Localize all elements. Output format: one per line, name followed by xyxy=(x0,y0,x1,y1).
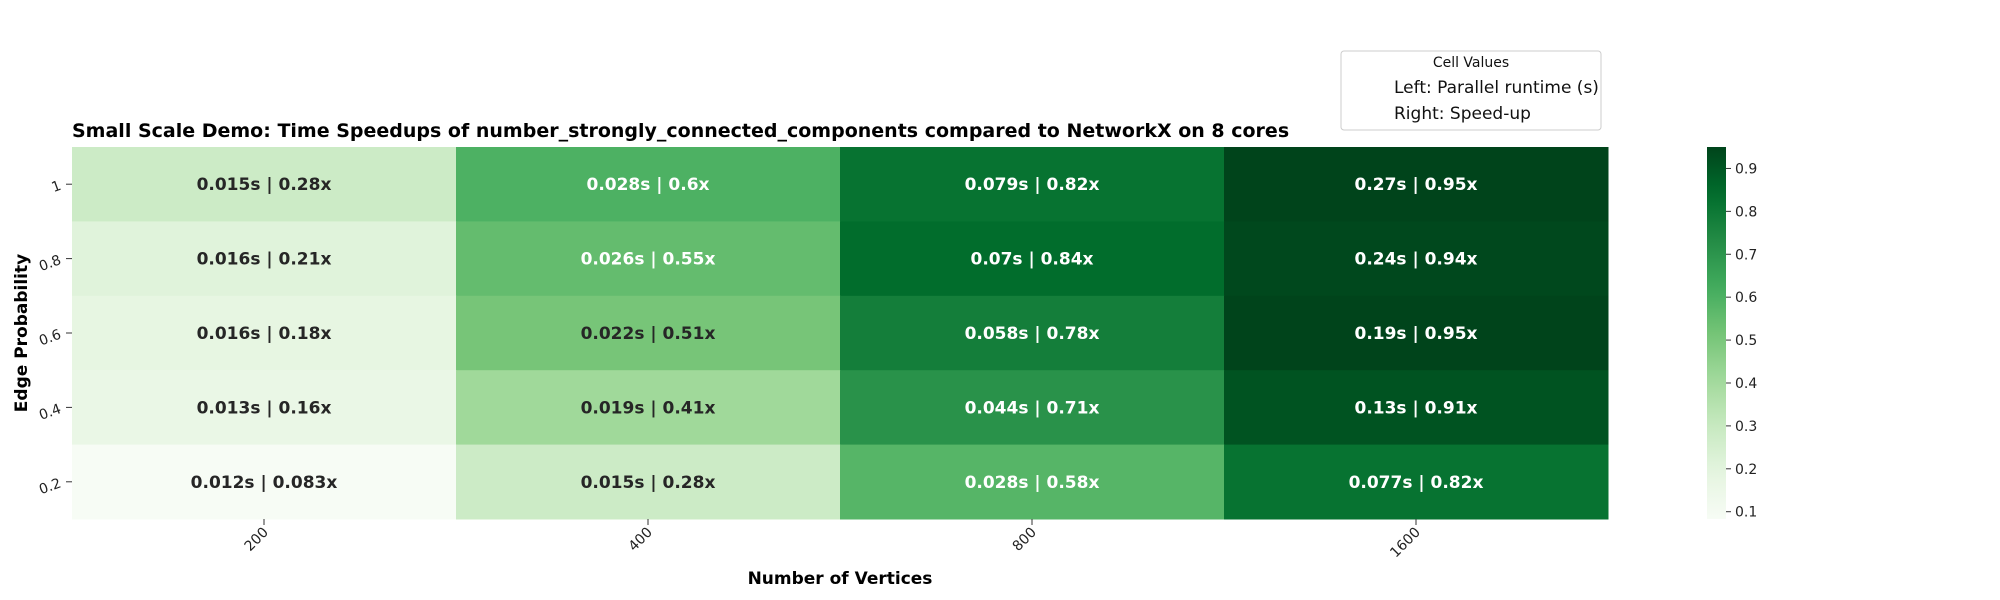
heatmap-cell-r0-c3 xyxy=(1224,147,1609,222)
heatmap-cell-r4-c1 xyxy=(456,444,841,520)
legend-box xyxy=(1340,50,1602,131)
heatmap-cell-r2-c0 xyxy=(72,295,457,371)
x-tick-label-3: 1600 xyxy=(1387,525,1424,562)
heatmap-cell-r4-c2 xyxy=(840,444,1225,520)
heatmap-cell-r2-c2 xyxy=(840,295,1225,371)
colorbar-tick-label-0: 0.1 xyxy=(1735,505,1757,521)
x-tick-label-2: 800 xyxy=(1010,525,1040,555)
colorbar-tick-label-3: 0.4 xyxy=(1735,376,1757,392)
colorbar-tick-label-4: 0.5 xyxy=(1735,333,1757,349)
heatmap-cell-r4-c0 xyxy=(72,444,457,520)
colorbar-tick-label-8: 0.9 xyxy=(1735,161,1757,177)
heatmap-cell-r1-c1 xyxy=(456,221,841,297)
heatmap-cell-label-r0-c0: 0.015s | 0.28x xyxy=(197,175,332,195)
heatmap-cell-r3-c2 xyxy=(840,370,1225,446)
colorbar-tick-label-2: 0.3 xyxy=(1735,419,1757,435)
colorbar-tick-label-5: 0.6 xyxy=(1735,290,1757,306)
heatmap-cell-label-r2-c3: 0.19s | 0.95x xyxy=(1354,324,1477,344)
y-tick-label-2: 0.6 xyxy=(37,327,63,350)
heatmap-cell-r1-c3 xyxy=(1224,221,1609,297)
heatmap-cell-label-r3-c3: 0.13s | 0.91x xyxy=(1354,398,1477,418)
heatmap-cell-label-r4-c2: 0.028s | 0.58x xyxy=(965,473,1100,493)
x-axis-ticks: 200 400 800 1600 xyxy=(242,519,1424,561)
y-tick-label-4: 0.2 xyxy=(37,476,63,499)
heatmap-cell-label-r1-c1: 0.026s | 0.55x xyxy=(581,250,716,270)
heatmap-cell-r1-c0 xyxy=(72,221,457,297)
heatmap-cell-r3-c0 xyxy=(72,370,457,446)
heatmap-cell-label-r3-c0: 0.013s | 0.16x xyxy=(197,398,332,418)
heatmap-cell-label-r0-c2: 0.079s | 0.82x xyxy=(965,175,1100,195)
heatmap-cell-label-r4-c0: 0.012s | 0.083x xyxy=(191,473,338,493)
heatmap-cell-labels: 0.015s | 0.28x 0.028s | 0.6x 0.079s | 0.82… xyxy=(191,175,1484,493)
heatmap-cell-label-r1-c0: 0.016s | 0.21x xyxy=(197,250,332,270)
heatmap-cell-r0-c0 xyxy=(72,147,457,222)
legend-item-left: Left: Parallel runtime (s) xyxy=(1394,78,1599,98)
y-tick-label-1: 0.8 xyxy=(37,252,63,275)
colorbar-ticks: 0.1 0.2 0.3 0.4 0.5 0.6 0.7 0.8 0.9 xyxy=(1726,161,1757,521)
legend-item-right: Right: Speed-up xyxy=(1394,104,1531,124)
heatmap-cell-r3-c1 xyxy=(456,370,841,446)
heatmap-cell-label-r4-c3: 0.077s | 0.82x xyxy=(1349,473,1484,493)
heatmap-cell-label-r3-c2: 0.044s | 0.71x xyxy=(965,398,1100,418)
heatmap-cell-r1-c2 xyxy=(840,221,1225,297)
chart-title: Small Scale Demo: Time Speedups of numbe… xyxy=(72,120,1289,142)
colorbar: 0.1 0.2 0.3 0.4 0.5 0.6 0.7 0.8 0.9 xyxy=(1707,147,1757,521)
colorbar-tick-label-6: 0.7 xyxy=(1735,247,1757,263)
heatmap-cell-label-r2-c1: 0.022s | 0.51x xyxy=(581,324,716,344)
x-axis-label: Number of Vertices xyxy=(748,569,933,589)
colorbar-gradient xyxy=(1707,147,1726,519)
heatmap-cell-label-r1-c2: 0.07s | 0.84x xyxy=(970,250,1093,270)
colorbar-tick-label-1: 0.2 xyxy=(1735,462,1757,478)
heatmap-cell-label-r0-c3: 0.27s | 0.95x xyxy=(1354,175,1477,195)
heatmap-cell-r2-c3 xyxy=(1224,295,1609,371)
heatmap-cell-label-r2-c0: 0.016s | 0.18x xyxy=(197,324,332,344)
heatmap-cell-label-r1-c3: 0.24s | 0.94x xyxy=(1354,250,1477,270)
legend: Cell Values Left: Parallel runtime (s) R… xyxy=(1340,50,1602,131)
y-tick-label-0: 1 xyxy=(50,178,64,196)
heatmap-cell-r3-c3 xyxy=(1224,370,1609,446)
heatmap-cell-r2-c1 xyxy=(456,295,841,371)
x-tick-label-1: 400 xyxy=(626,525,656,555)
y-axis-label: Edge Probability xyxy=(12,254,32,412)
heatmap-cell-label-r4-c1: 0.015s | 0.28x xyxy=(581,473,716,493)
heatmap-cell-r0-c2 xyxy=(840,147,1225,222)
heatmap-cell-label-r3-c1: 0.019s | 0.41x xyxy=(581,398,716,418)
heatmap-cell-label-r2-c2: 0.058s | 0.78x xyxy=(965,324,1100,344)
heatmap-cell-r4-c3 xyxy=(1224,444,1609,520)
heatmap-cell-label-r0-c1: 0.028s | 0.6x xyxy=(586,175,709,195)
x-tick-label-0: 200 xyxy=(242,525,272,555)
heatmap-cells xyxy=(72,147,1609,520)
heatmap-cell-r0-c1 xyxy=(456,147,841,222)
y-axis-ticks: 1 0.8 0.6 0.4 0.2 xyxy=(37,178,72,498)
legend-title: Cell Values xyxy=(1433,55,1509,71)
colorbar-tick-label-7: 0.8 xyxy=(1735,204,1757,220)
y-tick-label-3: 0.4 xyxy=(37,401,63,424)
